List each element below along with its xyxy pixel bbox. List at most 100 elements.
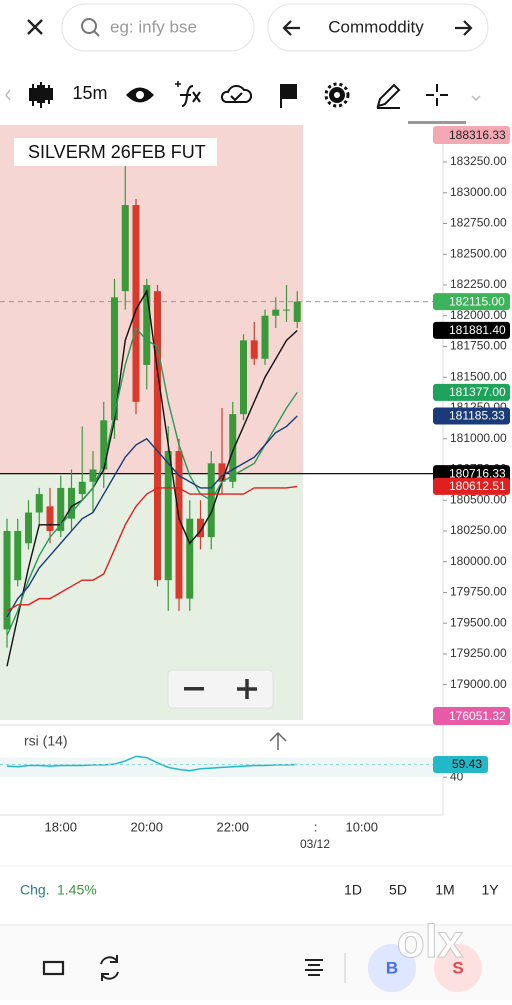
sell-button[interactable]: [434, 944, 482, 992]
price-chart: [0, 125, 443, 720]
price-tag-label: 180612.51: [449, 479, 506, 493]
y-tick-label: 180000.00: [450, 554, 507, 568]
change-label: Chg.: [20, 882, 50, 898]
x-tick-label: 20:00: [130, 819, 163, 834]
symbol-badge: [14, 138, 217, 166]
rsi-expand[interactable]: [269, 731, 287, 750]
y-tick-label: 182250.00: [450, 277, 507, 291]
search-placeholder: eg: infy bse: [110, 17, 197, 36]
price-tag: [433, 383, 510, 401]
prev-arrow[interactable]: [282, 20, 300, 36]
align-button[interactable]: [305, 959, 323, 976]
candle-body: [175, 451, 183, 599]
candle-body: [229, 414, 237, 482]
zoom-control: [167, 669, 274, 709]
candle-body: [240, 340, 247, 415]
candle-body: [78, 481, 86, 495]
candle-body: [46, 506, 54, 531]
crosshair-icon[interactable]: [426, 84, 448, 106]
y-tick-label: 182000.00: [450, 308, 507, 322]
y-tick-label: 179750.00: [450, 585, 507, 599]
next-arrow[interactable]: [455, 20, 473, 36]
candle-body: [154, 291, 161, 581]
close-button[interactable]: [27, 19, 43, 35]
candle-body: [186, 518, 194, 599]
rsi-tag: [433, 756, 488, 774]
buy-button[interactable]: [368, 944, 416, 992]
high-tag: [433, 126, 510, 144]
low-tag: [433, 707, 510, 725]
price-tag-label: 182115.00: [449, 294, 505, 308]
candle-body: [68, 487, 75, 519]
refresh-button[interactable]: [100, 955, 119, 981]
bearish-zone: [0, 125, 303, 474]
y-tick-label: 182500.00: [450, 246, 507, 260]
price-tag-label: 181377.00: [449, 385, 506, 399]
price-tag: [433, 293, 510, 311]
candle-body: [3, 530, 11, 630]
indicator-line: [6, 485, 298, 612]
candle-body: [35, 494, 43, 513]
buy-label: B: [386, 958, 398, 977]
exchange-selector[interactable]: [267, 3, 489, 52]
period-button[interactable]: 1D: [344, 882, 362, 898]
scroll-left[interactable]: [5, 89, 11, 101]
period-button[interactable]: 1M: [435, 882, 454, 898]
symbol-title: SILVERM 26FEB FUT: [28, 142, 206, 162]
high-tag-label: 188316.33: [449, 128, 506, 142]
cloud-icon[interactable]: [220, 85, 253, 103]
interval[interactable]: 15m: [72, 83, 107, 103]
indicator-line: [6, 326, 298, 636]
price-tag: [433, 477, 510, 495]
candle-body: [272, 309, 280, 316]
low-tag-label: 176051.32: [449, 709, 506, 723]
flag-icon[interactable]: [280, 84, 297, 108]
search-icon: [81, 18, 97, 34]
search-box[interactable]: [61, 3, 255, 52]
x-tick-label: 22:00: [216, 819, 249, 834]
zoom-out[interactable]: [184, 687, 204, 691]
candle-body: [111, 297, 118, 421]
x-tick-label: :: [314, 819, 318, 834]
more-toggle[interactable]: [471, 95, 481, 102]
x-tick-label: 18:00: [44, 819, 77, 834]
candle-body: [25, 512, 32, 544]
candle-body: [121, 205, 129, 292]
exchange-label: Commoddity: [328, 17, 424, 36]
y-tick-label: 183000.00: [450, 185, 507, 199]
price-tag: [433, 407, 510, 425]
candle-body: [250, 340, 258, 359]
y-tick-label: 180250.00: [450, 523, 507, 537]
eye-icon[interactable]: [126, 87, 154, 103]
watermark: olx: [397, 915, 464, 967]
y-tick-label: 180500.00: [450, 492, 507, 506]
rsi-tag-label: 59.43: [452, 757, 482, 771]
y-tick-label: 181000.00: [450, 431, 507, 445]
y-tick-label: 179250.00: [450, 646, 507, 660]
draw-icon[interactable]: [376, 83, 401, 109]
candle-body: [14, 530, 22, 581]
y-tick-label: 179000.00: [450, 677, 507, 691]
period-button[interactable]: 5D: [389, 882, 407, 898]
x-tick-label: 10:00: [345, 819, 378, 834]
indicator-icon[interactable]: [175, 81, 201, 107]
indicator-line: [6, 289, 298, 667]
layout-button[interactable]: [42, 960, 65, 976]
indicator-line: [6, 415, 298, 618]
zoom-in[interactable]: [237, 679, 257, 699]
candle-body: [57, 487, 65, 531]
candle-body: [143, 285, 151, 365]
period-button[interactable]: 1Y: [481, 882, 499, 898]
settings-icon[interactable]: [324, 82, 350, 108]
price-tag-label: 180716.33: [449, 466, 506, 480]
price-tag-label: 181185.33: [449, 409, 505, 423]
candle-body: [197, 518, 204, 538]
active-indicator: [408, 121, 466, 124]
price-tag: [433, 465, 510, 483]
candle-body: [89, 469, 97, 482]
candle-body: [218, 463, 226, 482]
candle-body: [100, 420, 108, 470]
candles-icon[interactable]: [29, 82, 53, 108]
